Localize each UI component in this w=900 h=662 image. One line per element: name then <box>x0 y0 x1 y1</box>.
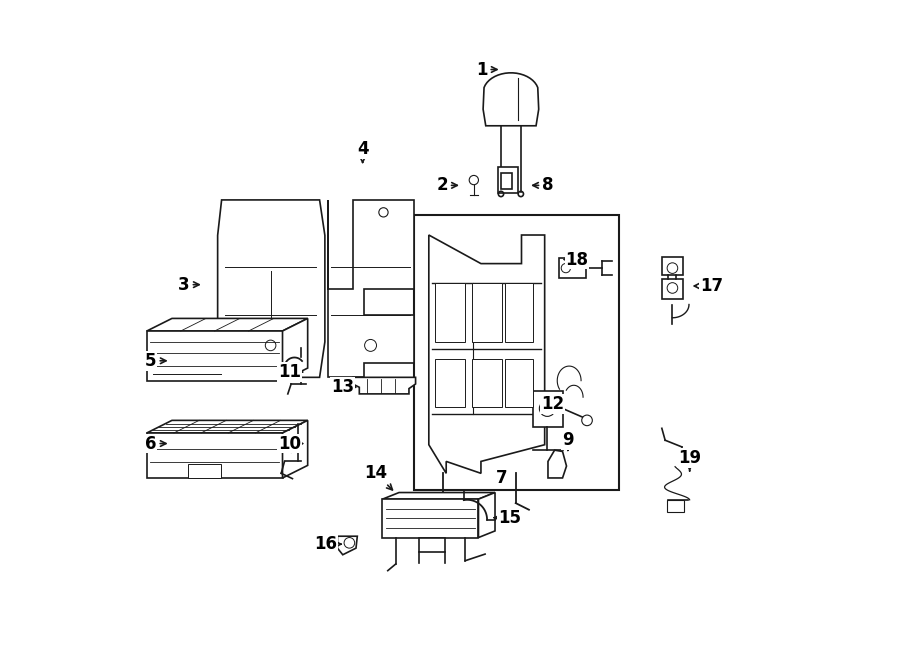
Text: 13: 13 <box>331 378 356 397</box>
Polygon shape <box>218 200 325 377</box>
Polygon shape <box>147 331 283 381</box>
Polygon shape <box>483 73 539 126</box>
Polygon shape <box>479 493 495 538</box>
Bar <box>187 465 221 478</box>
Polygon shape <box>533 391 562 427</box>
Polygon shape <box>328 200 414 377</box>
Text: 9: 9 <box>562 431 573 450</box>
Polygon shape <box>662 257 683 275</box>
Text: 18: 18 <box>564 250 589 269</box>
Polygon shape <box>283 420 308 478</box>
Text: 16: 16 <box>314 535 341 553</box>
Bar <box>667 500 684 512</box>
Text: 4: 4 <box>356 140 368 162</box>
Bar <box>414 215 619 490</box>
Polygon shape <box>338 536 357 555</box>
Polygon shape <box>501 173 512 189</box>
Text: 19: 19 <box>678 449 701 471</box>
Polygon shape <box>283 318 308 381</box>
Polygon shape <box>147 433 283 478</box>
Text: 15: 15 <box>494 508 521 527</box>
Text: 8: 8 <box>533 176 554 195</box>
Polygon shape <box>548 450 566 478</box>
Polygon shape <box>382 493 495 499</box>
Text: 17: 17 <box>694 277 723 295</box>
Bar <box>505 283 533 342</box>
Polygon shape <box>559 258 586 278</box>
Polygon shape <box>418 538 446 552</box>
Text: 6: 6 <box>145 434 166 453</box>
Text: 2: 2 <box>436 176 457 195</box>
Bar <box>472 283 501 342</box>
Polygon shape <box>147 420 308 433</box>
Text: 10: 10 <box>278 434 302 453</box>
Text: 5: 5 <box>145 352 166 370</box>
Polygon shape <box>353 377 416 394</box>
Polygon shape <box>498 167 518 193</box>
Polygon shape <box>382 499 479 538</box>
Text: 14: 14 <box>364 464 392 490</box>
Text: 7: 7 <box>496 469 508 487</box>
Text: 12: 12 <box>541 395 564 413</box>
Polygon shape <box>428 235 544 473</box>
Bar <box>505 359 533 406</box>
Text: 11: 11 <box>278 363 302 381</box>
Bar <box>472 359 501 406</box>
Bar <box>436 283 465 342</box>
Text: 1: 1 <box>476 60 497 79</box>
Polygon shape <box>662 279 683 299</box>
Polygon shape <box>147 318 308 331</box>
Text: 3: 3 <box>178 275 199 294</box>
Bar <box>436 359 465 406</box>
